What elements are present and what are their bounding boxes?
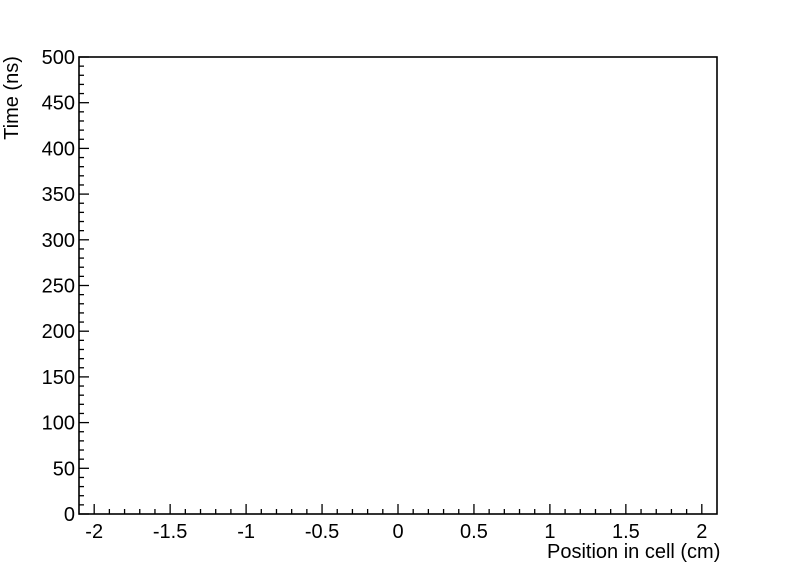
svg-text:100: 100 [42, 413, 75, 435]
svg-text:1: 1 [544, 521, 555, 543]
svg-text:450: 450 [42, 93, 75, 115]
svg-text:150: 150 [42, 367, 75, 389]
svg-text:2: 2 [696, 521, 707, 543]
svg-text:250: 250 [42, 276, 75, 298]
svg-text:-0.5: -0.5 [305, 521, 339, 543]
svg-text:-2: -2 [85, 521, 103, 543]
svg-text:0.5: 0.5 [460, 521, 488, 543]
svg-text:0: 0 [64, 504, 75, 526]
svg-text:500: 500 [42, 47, 75, 69]
svg-text:-1.5: -1.5 [153, 521, 187, 543]
svg-text:0: 0 [392, 521, 403, 543]
svg-text:-1: -1 [237, 521, 255, 543]
svg-text:400: 400 [42, 138, 75, 160]
svg-text:200: 200 [42, 321, 75, 343]
svg-text:1.5: 1.5 [612, 521, 640, 543]
svg-text:Time (ns): Time (ns) [1, 56, 23, 140]
svg-text:Position in cell (cm): Position in cell (cm) [547, 541, 720, 563]
svg-text:300: 300 [42, 230, 75, 252]
svg-text:350: 350 [42, 184, 75, 206]
svg-text:50: 50 [53, 458, 75, 480]
